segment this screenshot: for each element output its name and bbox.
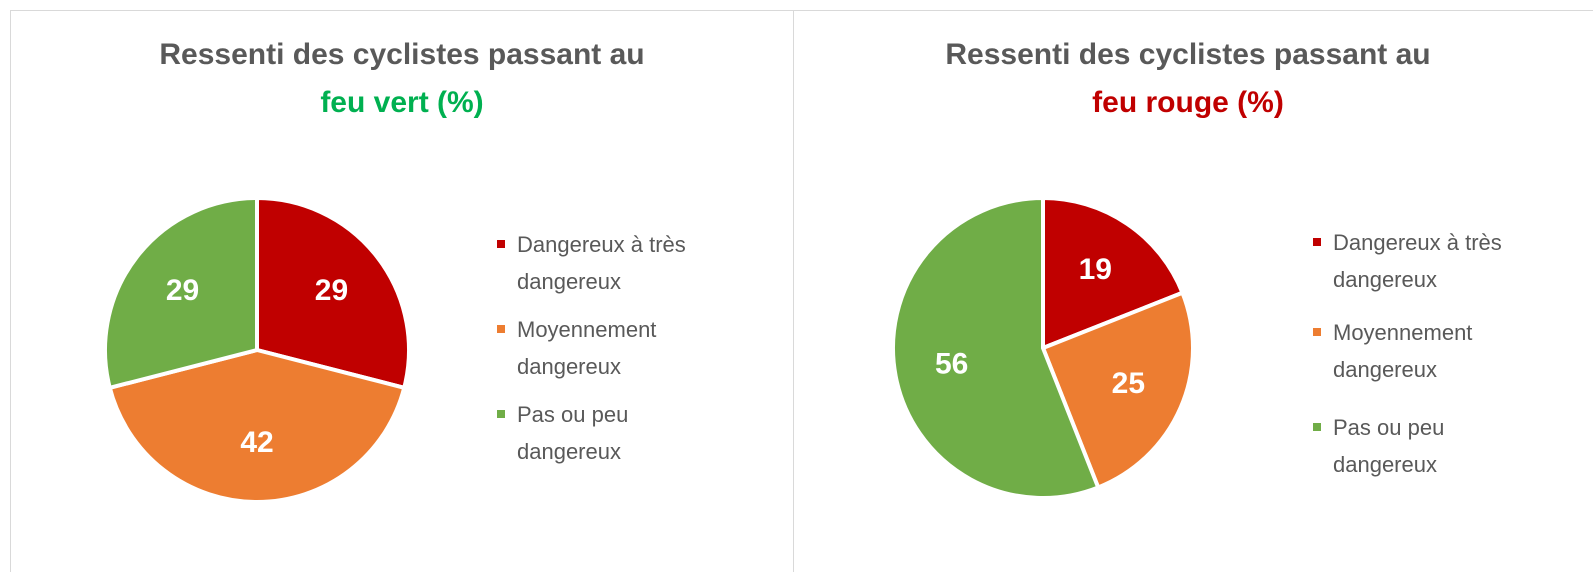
legend-item: Dangereux à très dangereux xyxy=(1313,224,1523,298)
legend-item: Pas ou peu dangereux xyxy=(497,396,707,470)
chart-subtitle: feu rouge (%) xyxy=(1092,86,1284,119)
chart-title: Ressenti des cyclistes passant au xyxy=(945,38,1431,71)
data-label: 56 xyxy=(935,347,968,380)
legend-item: Moyennement dangereux xyxy=(1313,314,1523,388)
pie-slice xyxy=(255,195,411,391)
data-label: 29 xyxy=(315,274,348,307)
data-label: 19 xyxy=(1079,253,1112,286)
chart-subtitle: feu vert (%) xyxy=(320,86,484,119)
legend-swatch xyxy=(1313,423,1321,431)
pie-slice xyxy=(107,347,407,505)
data-label: 42 xyxy=(240,426,273,459)
pie-slice xyxy=(891,195,1101,500)
chart-panel xyxy=(793,10,1593,572)
legend-swatch xyxy=(1313,238,1321,246)
data-label: 25 xyxy=(1112,367,1145,400)
legend-swatch xyxy=(497,240,505,248)
data-label: 29 xyxy=(166,274,199,307)
legend-item: Moyennement dangereux xyxy=(497,311,707,385)
legend-swatch xyxy=(1313,328,1321,336)
legend-item: Dangereux à très dangereux xyxy=(497,226,707,300)
legend-item: Pas ou peu dangereux xyxy=(1313,409,1523,483)
chart-title: Ressenti des cyclistes passant au xyxy=(159,38,645,71)
legend-swatch xyxy=(497,325,505,333)
pie-slice xyxy=(103,195,259,391)
legend-swatch xyxy=(497,410,505,418)
pie-slice xyxy=(1041,195,1186,351)
